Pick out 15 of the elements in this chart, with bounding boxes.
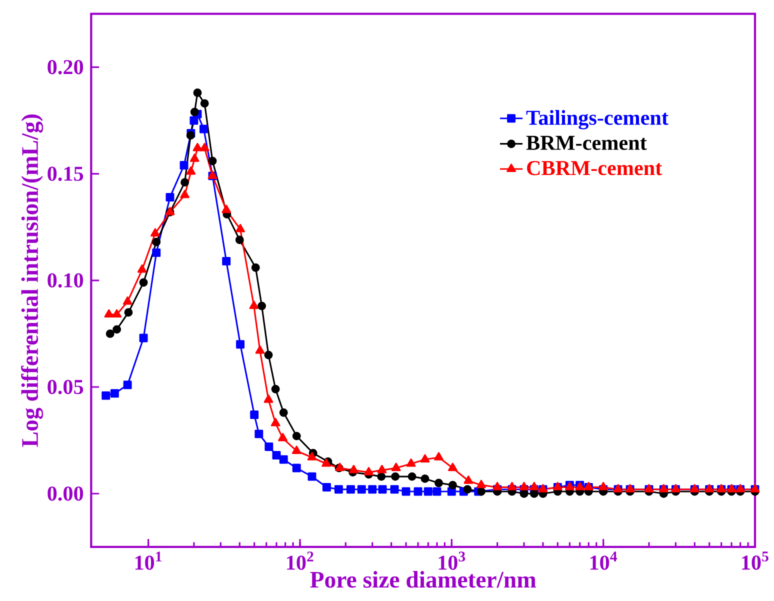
y-tick-label: 0.10 — [48, 273, 84, 288]
legend-label: BRM-cement — [526, 136, 647, 150]
y-tick-label: 0.05 — [48, 380, 84, 394]
y-tick-label: 0.20 — [48, 60, 84, 74]
x-tick-label: 10$^{4}$ — [590, 551, 617, 570]
x-tick-label: 10$^{5}$ — [742, 551, 768, 570]
x-tick-label: 10$^{3}$ — [438, 551, 466, 570]
y-axis-title: Log differential intrusion/(mL/g) — [21, 114, 44, 447]
legend-label: CBRM-cement — [527, 160, 662, 175]
y-tick-label: 0.00 — [48, 486, 84, 501]
x-axis-title: Pore size diameter/nm — [310, 570, 536, 588]
legend-label: Tailings-cement — [526, 110, 668, 130]
x-tick-label: 10$^{1}$ — [135, 551, 162, 570]
x-tick-label: 10$^{2}$ — [287, 551, 314, 570]
y-tick-label: 0.15 — [48, 166, 84, 181]
